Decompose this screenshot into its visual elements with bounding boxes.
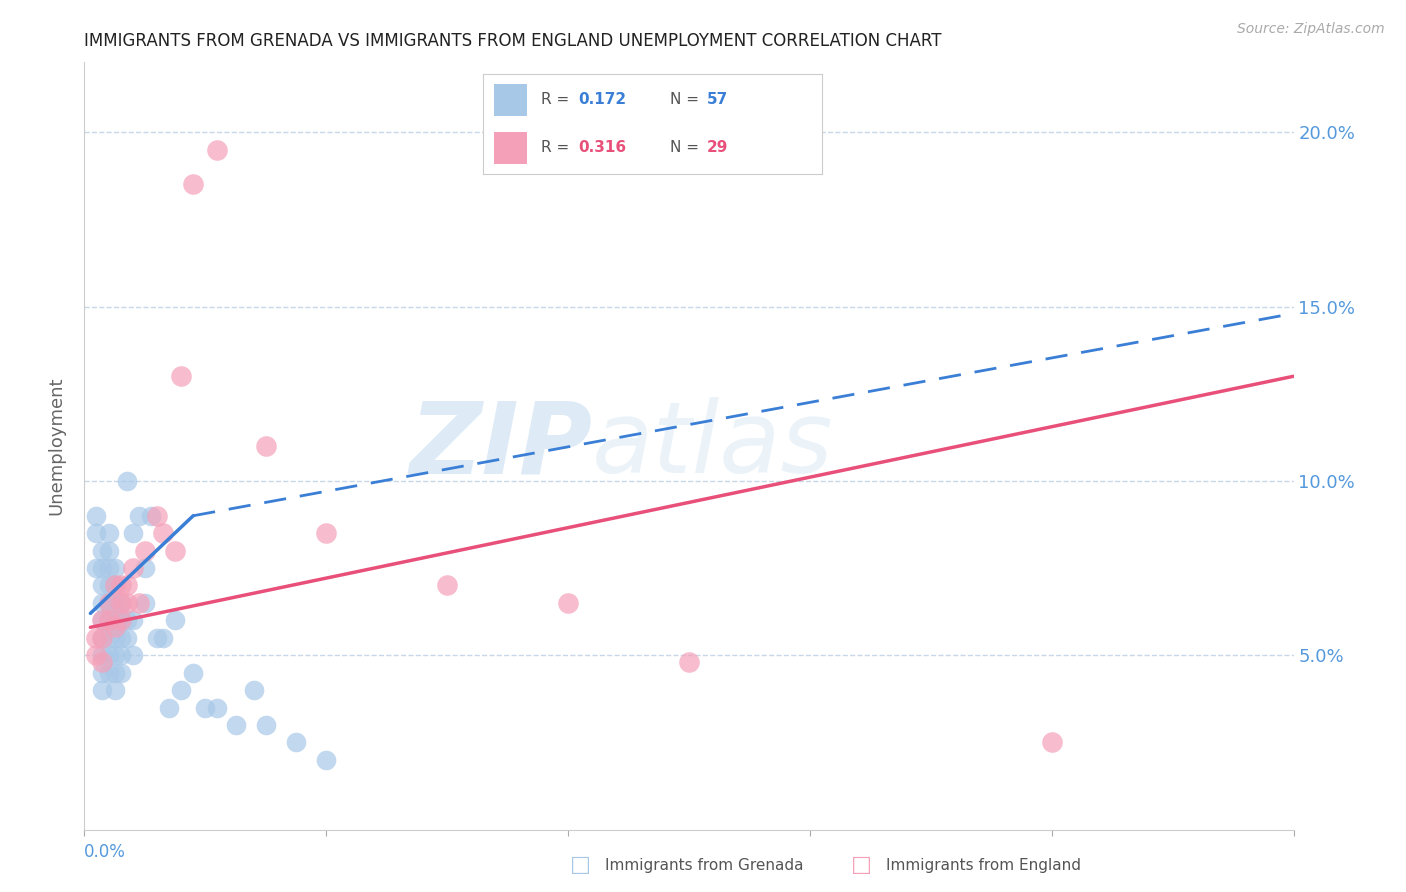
Point <box>97 561 120 575</box>
Point <box>104 613 127 627</box>
Point <box>91 665 114 680</box>
Point <box>121 561 143 575</box>
Point <box>104 648 127 663</box>
Point <box>254 439 277 453</box>
Point <box>97 613 120 627</box>
Point <box>181 665 204 680</box>
Point <box>86 648 108 663</box>
Point <box>121 526 143 541</box>
Point <box>104 561 127 575</box>
Point <box>91 578 114 592</box>
Text: 0.0%: 0.0% <box>84 843 127 862</box>
Text: Source: ZipAtlas.com: Source: ZipAtlas.com <box>1237 22 1385 37</box>
Text: Immigrants from England: Immigrants from England <box>886 858 1081 872</box>
Point <box>110 648 132 663</box>
Point <box>97 665 120 680</box>
Point <box>170 369 193 384</box>
Point <box>254 718 277 732</box>
Point <box>207 143 229 157</box>
Point <box>86 508 108 523</box>
Point <box>115 596 138 610</box>
Point <box>165 543 187 558</box>
Point <box>91 683 114 698</box>
Point <box>170 683 193 698</box>
Point <box>139 508 162 523</box>
Point <box>115 578 138 592</box>
Text: Immigrants from Grenada: Immigrants from Grenada <box>605 858 803 872</box>
Point <box>436 578 458 592</box>
Point <box>104 578 127 592</box>
Point <box>128 596 150 610</box>
Point <box>557 596 579 610</box>
Point <box>110 578 132 592</box>
Text: ZIP: ZIP <box>409 398 592 494</box>
Point <box>110 665 132 680</box>
Point <box>97 596 120 610</box>
Point <box>91 655 114 669</box>
Point <box>146 508 169 523</box>
Point <box>315 753 337 767</box>
Point <box>121 648 143 663</box>
Point <box>134 596 156 610</box>
Point <box>91 596 114 610</box>
Point <box>110 613 132 627</box>
Point <box>157 700 180 714</box>
Point <box>104 683 127 698</box>
Point <box>91 631 114 645</box>
Point <box>678 655 700 669</box>
Point <box>110 596 132 610</box>
Point <box>315 526 337 541</box>
Point <box>285 735 308 749</box>
Point <box>104 578 127 592</box>
Point <box>110 631 132 645</box>
Point <box>91 631 114 645</box>
Point <box>91 543 114 558</box>
Point <box>115 474 138 488</box>
Point <box>91 613 114 627</box>
Point <box>97 648 120 663</box>
Point <box>104 620 127 634</box>
Point <box>152 631 174 645</box>
Point <box>181 178 204 192</box>
Point <box>115 613 138 627</box>
Point <box>86 561 108 575</box>
Point <box>97 613 120 627</box>
Point <box>97 596 120 610</box>
Point <box>91 613 114 627</box>
Point <box>134 543 156 558</box>
Point <box>128 508 150 523</box>
Text: atlas: atlas <box>592 398 834 494</box>
Point <box>104 665 127 680</box>
Point <box>110 613 132 627</box>
Point <box>86 526 108 541</box>
Text: IMMIGRANTS FROM GRENADA VS IMMIGRANTS FROM ENGLAND UNEMPLOYMENT CORRELATION CHAR: IMMIGRANTS FROM GRENADA VS IMMIGRANTS FR… <box>84 32 942 50</box>
Point <box>97 543 120 558</box>
Point <box>104 596 127 610</box>
Point <box>121 613 143 627</box>
Text: □: □ <box>569 855 591 875</box>
Point <box>165 613 187 627</box>
Point <box>91 561 114 575</box>
Point <box>194 700 217 714</box>
Point <box>86 631 108 645</box>
Point <box>152 526 174 541</box>
Point <box>115 631 138 645</box>
Point <box>225 718 247 732</box>
Point <box>97 578 120 592</box>
Y-axis label: Unemployment: Unemployment <box>48 376 66 516</box>
Point <box>104 631 127 645</box>
Point <box>110 596 132 610</box>
Point <box>97 631 120 645</box>
Point <box>134 561 156 575</box>
Point <box>97 526 120 541</box>
Point <box>1040 735 1063 749</box>
Point <box>242 683 264 698</box>
Point <box>207 700 229 714</box>
Text: □: □ <box>851 855 872 875</box>
Point <box>91 648 114 663</box>
Point <box>146 631 169 645</box>
